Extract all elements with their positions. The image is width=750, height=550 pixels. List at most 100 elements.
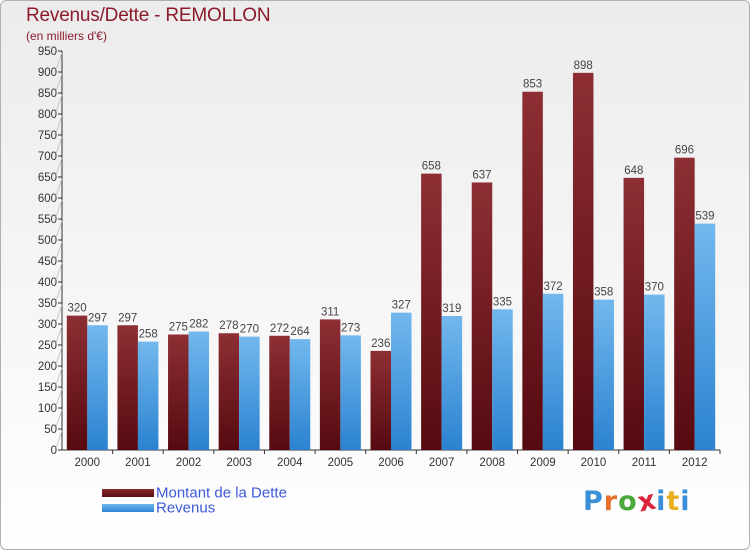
legend-label-revenue: Revenus [156,499,216,517]
x-tick-label: 2006 [378,457,404,469]
legend-item-revenue: Revenus [102,500,287,515]
bar-revenue-2007 [441,316,463,450]
y-tick-label: 800 [38,109,57,121]
y-tick-label: 250 [38,340,57,352]
x-tick-label: 2002 [176,457,202,469]
bar-revenue-2012 [694,223,716,450]
logo-letter: o [618,486,638,517]
y-tick-label: 400 [38,277,57,289]
bar-revenue-2011 [644,294,665,450]
data-label-debt-2008: 637 [472,169,491,181]
x-tick-label: 2004 [277,457,303,469]
y-tick-label: 600 [38,193,57,205]
y-axis-accent [55,94,63,113]
bar-debt-2004 [269,335,290,450]
y-axis-accent [55,157,63,176]
legend-label-debt: Montant de la Dette [156,484,287,502]
y-axis-accent [55,325,63,344]
x-tick-label: 2009 [530,457,556,469]
data-label-debt-2011: 648 [624,165,643,177]
y-tick-label: 350 [38,298,57,310]
y-tick-label: 700 [38,151,57,163]
x-tick-label: 2007 [429,457,455,469]
bar-debt-2007 [421,173,442,450]
data-label-revenue-2008: 335 [493,296,512,308]
y-tick-label: 100 [38,403,57,415]
bar-revenue-2009 [542,293,564,450]
bar-debt-2002 [168,334,189,450]
legend-swatch-debt [102,488,154,497]
bar-debt-2005 [319,319,341,450]
y-axis-accent [55,220,63,239]
y-tick-label: 900 [38,67,57,79]
x-tick-label: 2010 [581,457,607,469]
data-label-revenue-2004: 264 [290,326,310,338]
bar-debt-2006 [370,350,391,450]
data-label-revenue-2003: 270 [240,324,259,336]
data-label-revenue-2010: 358 [594,287,613,299]
y-axis-accent [55,136,63,155]
logo-letter: r [603,486,619,517]
bar-revenue-2002 [188,331,210,450]
data-label-debt-2002: 275 [169,322,188,334]
bar-debt-2011 [623,177,645,450]
data-label-debt-2009: 853 [523,79,542,91]
data-label-debt-2005: 311 [321,306,339,318]
bar-debt-2008 [471,182,493,450]
data-label-revenue-2011: 370 [645,282,664,294]
y-tick-label: 950 [38,46,57,58]
data-label-debt-2006: 236 [371,338,390,350]
chart-subtitle: (en milliers d'€) [26,29,107,43]
bar-revenue-2001 [137,341,159,450]
bar-revenue-2008 [492,309,513,450]
bar-debt-2012 [674,157,695,450]
data-label-debt-2003: 278 [219,320,238,332]
y-axis-accent [55,52,63,71]
x-tick-label: 2003 [226,457,252,469]
y-axis-accent [55,409,63,428]
bar-revenue-2005 [340,335,361,450]
y-axis-accent [55,199,63,218]
data-label-debt-2000: 320 [67,303,86,315]
data-label-revenue-2000: 297 [88,312,107,324]
data-label-revenue-2009: 372 [544,281,563,293]
x-tick-label: 2008 [479,457,505,469]
data-label-revenue-2002: 282 [189,319,208,331]
data-label-debt-2007: 658 [422,161,441,173]
data-label-debt-2012: 696 [675,145,694,157]
y-tick-label: 500 [38,235,57,247]
bar-revenue-2004 [289,339,311,450]
y-tick-label: 450 [38,256,57,268]
x-tick-label: 2011 [632,457,657,469]
legend-item-debt: Montant de la Dette [102,485,287,500]
bar-revenue-2000 [87,325,108,450]
y-axis-accent [55,430,63,449]
y-axis-accent [55,262,63,281]
x-tick-label: 2000 [75,457,101,469]
logo-letter: i [680,486,691,517]
data-label-debt-2010: 898 [574,60,593,72]
bar-debt-2001 [117,325,138,450]
data-label-revenue-2001: 258 [139,329,158,341]
y-axis-accent [55,115,63,134]
bar-revenue-2006 [391,312,412,450]
bar-debt-2010 [572,72,594,450]
logo-letter: i [656,486,667,517]
y-tick-label: 300 [38,319,57,331]
y-tick-label: 650 [38,172,57,184]
data-label-revenue-2012: 539 [695,211,714,223]
y-tick-label: 200 [38,361,57,373]
y-axis-accent [55,304,63,323]
logo-letter: P [583,486,604,517]
y-axis-accent [55,346,63,365]
y-tick-label: 750 [38,130,57,142]
y-axis-accent [55,367,63,386]
x-tick-label: 2012 [682,457,708,469]
data-label-revenue-2006: 327 [392,300,411,312]
bar-debt-2003 [218,333,240,450]
x-tick-label: 2001 [125,457,151,469]
y-axis-accent [55,73,63,92]
bar-revenue-2003 [239,336,260,450]
data-label-debt-2004: 272 [270,323,289,335]
